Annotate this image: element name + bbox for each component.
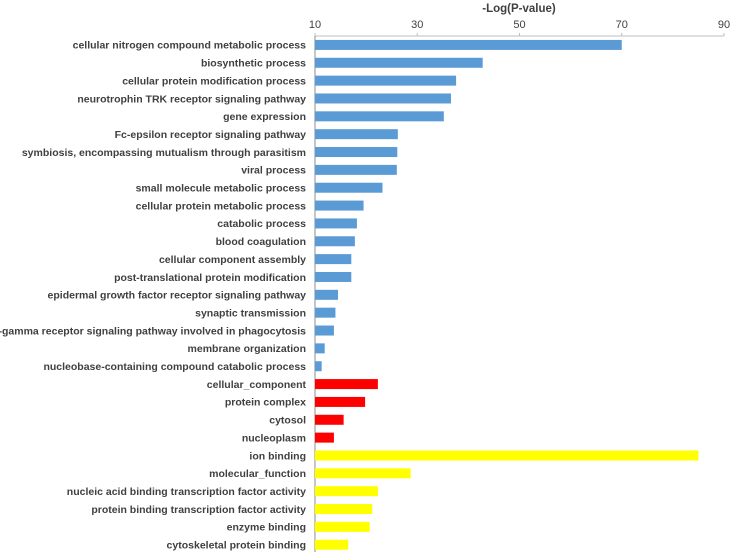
bar bbox=[315, 93, 451, 104]
category-label: synaptic transmission bbox=[195, 307, 306, 319]
category-label: viral process bbox=[241, 165, 306, 177]
category-label: cytoskeletal protein binding bbox=[167, 540, 306, 552]
category-label: epidermal growth factor receptor signali… bbox=[48, 290, 307, 302]
category-label: post-translational protein modification bbox=[114, 272, 306, 284]
bar bbox=[315, 271, 352, 282]
bar-series bbox=[315, 39, 699, 550]
category-label: biosynthetic process bbox=[201, 58, 306, 70]
bar bbox=[315, 39, 622, 50]
bar bbox=[315, 504, 373, 515]
category-label: cellular protein modification process bbox=[122, 75, 306, 87]
bar bbox=[315, 182, 383, 193]
bar bbox=[315, 414, 344, 425]
category-label: cellular nitrogen compound metabolic pro… bbox=[73, 40, 307, 52]
bar bbox=[315, 521, 370, 532]
category-label: enzyme binding bbox=[227, 522, 306, 534]
category-label: catabolic process bbox=[217, 218, 306, 230]
category-labels: cellular nitrogen compound metabolic pro… bbox=[0, 40, 306, 552]
category-label: cellular_component bbox=[207, 379, 307, 391]
bar bbox=[315, 539, 349, 550]
bar bbox=[315, 218, 357, 229]
category-label: protein complex bbox=[225, 397, 306, 409]
x-tick-label: 10 bbox=[309, 19, 321, 31]
bar bbox=[315, 361, 322, 372]
category-label: cytosol bbox=[269, 415, 306, 427]
x-tick-label: 30 bbox=[411, 19, 423, 31]
bar bbox=[315, 450, 699, 461]
category-label: protein binding transcription factor act… bbox=[91, 504, 306, 516]
bar bbox=[315, 289, 339, 300]
x-tick-label: 90 bbox=[718, 19, 730, 31]
category-label: symbiosis, encompassing mutualism throug… bbox=[22, 147, 306, 159]
bar bbox=[315, 486, 378, 497]
category-label: cellular component assembly bbox=[159, 254, 306, 266]
category-label: Fc-gamma receptor signaling pathway invo… bbox=[0, 325, 306, 337]
bar bbox=[315, 147, 398, 158]
category-label: neurotrophin TRK receptor signaling path… bbox=[77, 93, 306, 105]
category-label: ion binding bbox=[249, 450, 306, 462]
bar bbox=[315, 75, 457, 86]
bar bbox=[315, 57, 483, 68]
bar bbox=[315, 468, 411, 479]
category-label: nucleobase-containing compound catabolic… bbox=[43, 361, 306, 373]
bar bbox=[315, 129, 398, 140]
bar bbox=[315, 379, 378, 390]
category-label: blood coagulation bbox=[216, 236, 306, 248]
x-axis-ticks: 10 30 50 70 90 bbox=[309, 19, 730, 36]
category-label: nucleic acid binding transcription facto… bbox=[67, 486, 306, 498]
bar bbox=[315, 325, 334, 336]
bar bbox=[315, 236, 355, 247]
category-label: small molecule metabolic process bbox=[136, 183, 307, 195]
x-tick-label: 70 bbox=[616, 19, 628, 31]
bar bbox=[315, 254, 352, 265]
x-tick-label: 50 bbox=[513, 19, 525, 31]
category-label: cellular protein metabolic process bbox=[136, 200, 307, 212]
bar bbox=[315, 164, 397, 175]
bar bbox=[315, 432, 334, 443]
chart-title: -Log(P-value) bbox=[482, 3, 556, 15]
bar bbox=[315, 200, 364, 211]
category-label: molecular_function bbox=[209, 468, 306, 480]
bar bbox=[315, 396, 366, 407]
bar bbox=[315, 343, 325, 354]
category-label: nucleoplasm bbox=[242, 432, 306, 444]
bar bbox=[315, 307, 336, 318]
category-label: gene expression bbox=[223, 111, 306, 123]
bar bbox=[315, 111, 444, 122]
category-label: membrane organization bbox=[188, 343, 306, 355]
category-label: Fc-epsilon receptor signaling pathway bbox=[115, 129, 307, 141]
